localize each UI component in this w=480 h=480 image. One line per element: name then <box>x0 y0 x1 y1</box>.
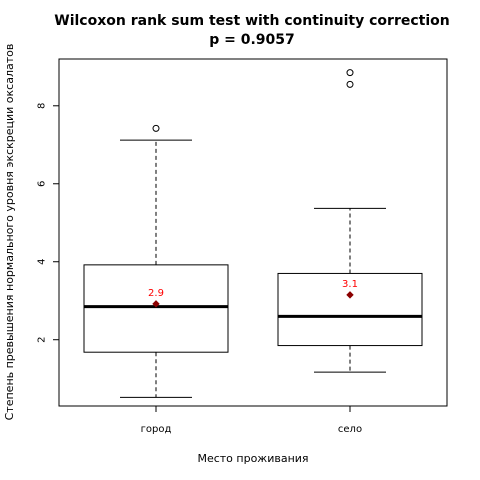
y-axis: 2 4 6 8 <box>37 103 60 343</box>
plot-frame <box>59 59 447 406</box>
outlier-point <box>153 125 159 131</box>
iqr-box <box>84 265 228 352</box>
y-axis-label: Степень превышения нормального уровня эк… <box>3 44 16 421</box>
mean-label: 3.1 <box>342 279 358 290</box>
x-tick-label: город <box>141 424 172 435</box>
chart-subtitle: p = 0.9057 <box>209 32 295 48</box>
y-tick-label: 2 <box>37 337 48 343</box>
x-axis-label: Место проживания <box>197 452 308 465</box>
y-tick-label: 8 <box>37 103 48 109</box>
x-axis: город село <box>141 406 362 435</box>
chart-title: Wilcoxon rank sum test with continuity c… <box>54 13 449 29</box>
y-tick-label: 6 <box>37 181 48 187</box>
outlier-point <box>347 70 353 76</box>
mean-label: 2.9 <box>148 288 164 299</box>
y-tick-label: 4 <box>37 259 48 265</box>
boxes-layer: 2.9 3.1 <box>84 70 422 398</box>
x-tick-label: село <box>338 424 362 435</box>
outlier-point <box>347 81 353 87</box>
